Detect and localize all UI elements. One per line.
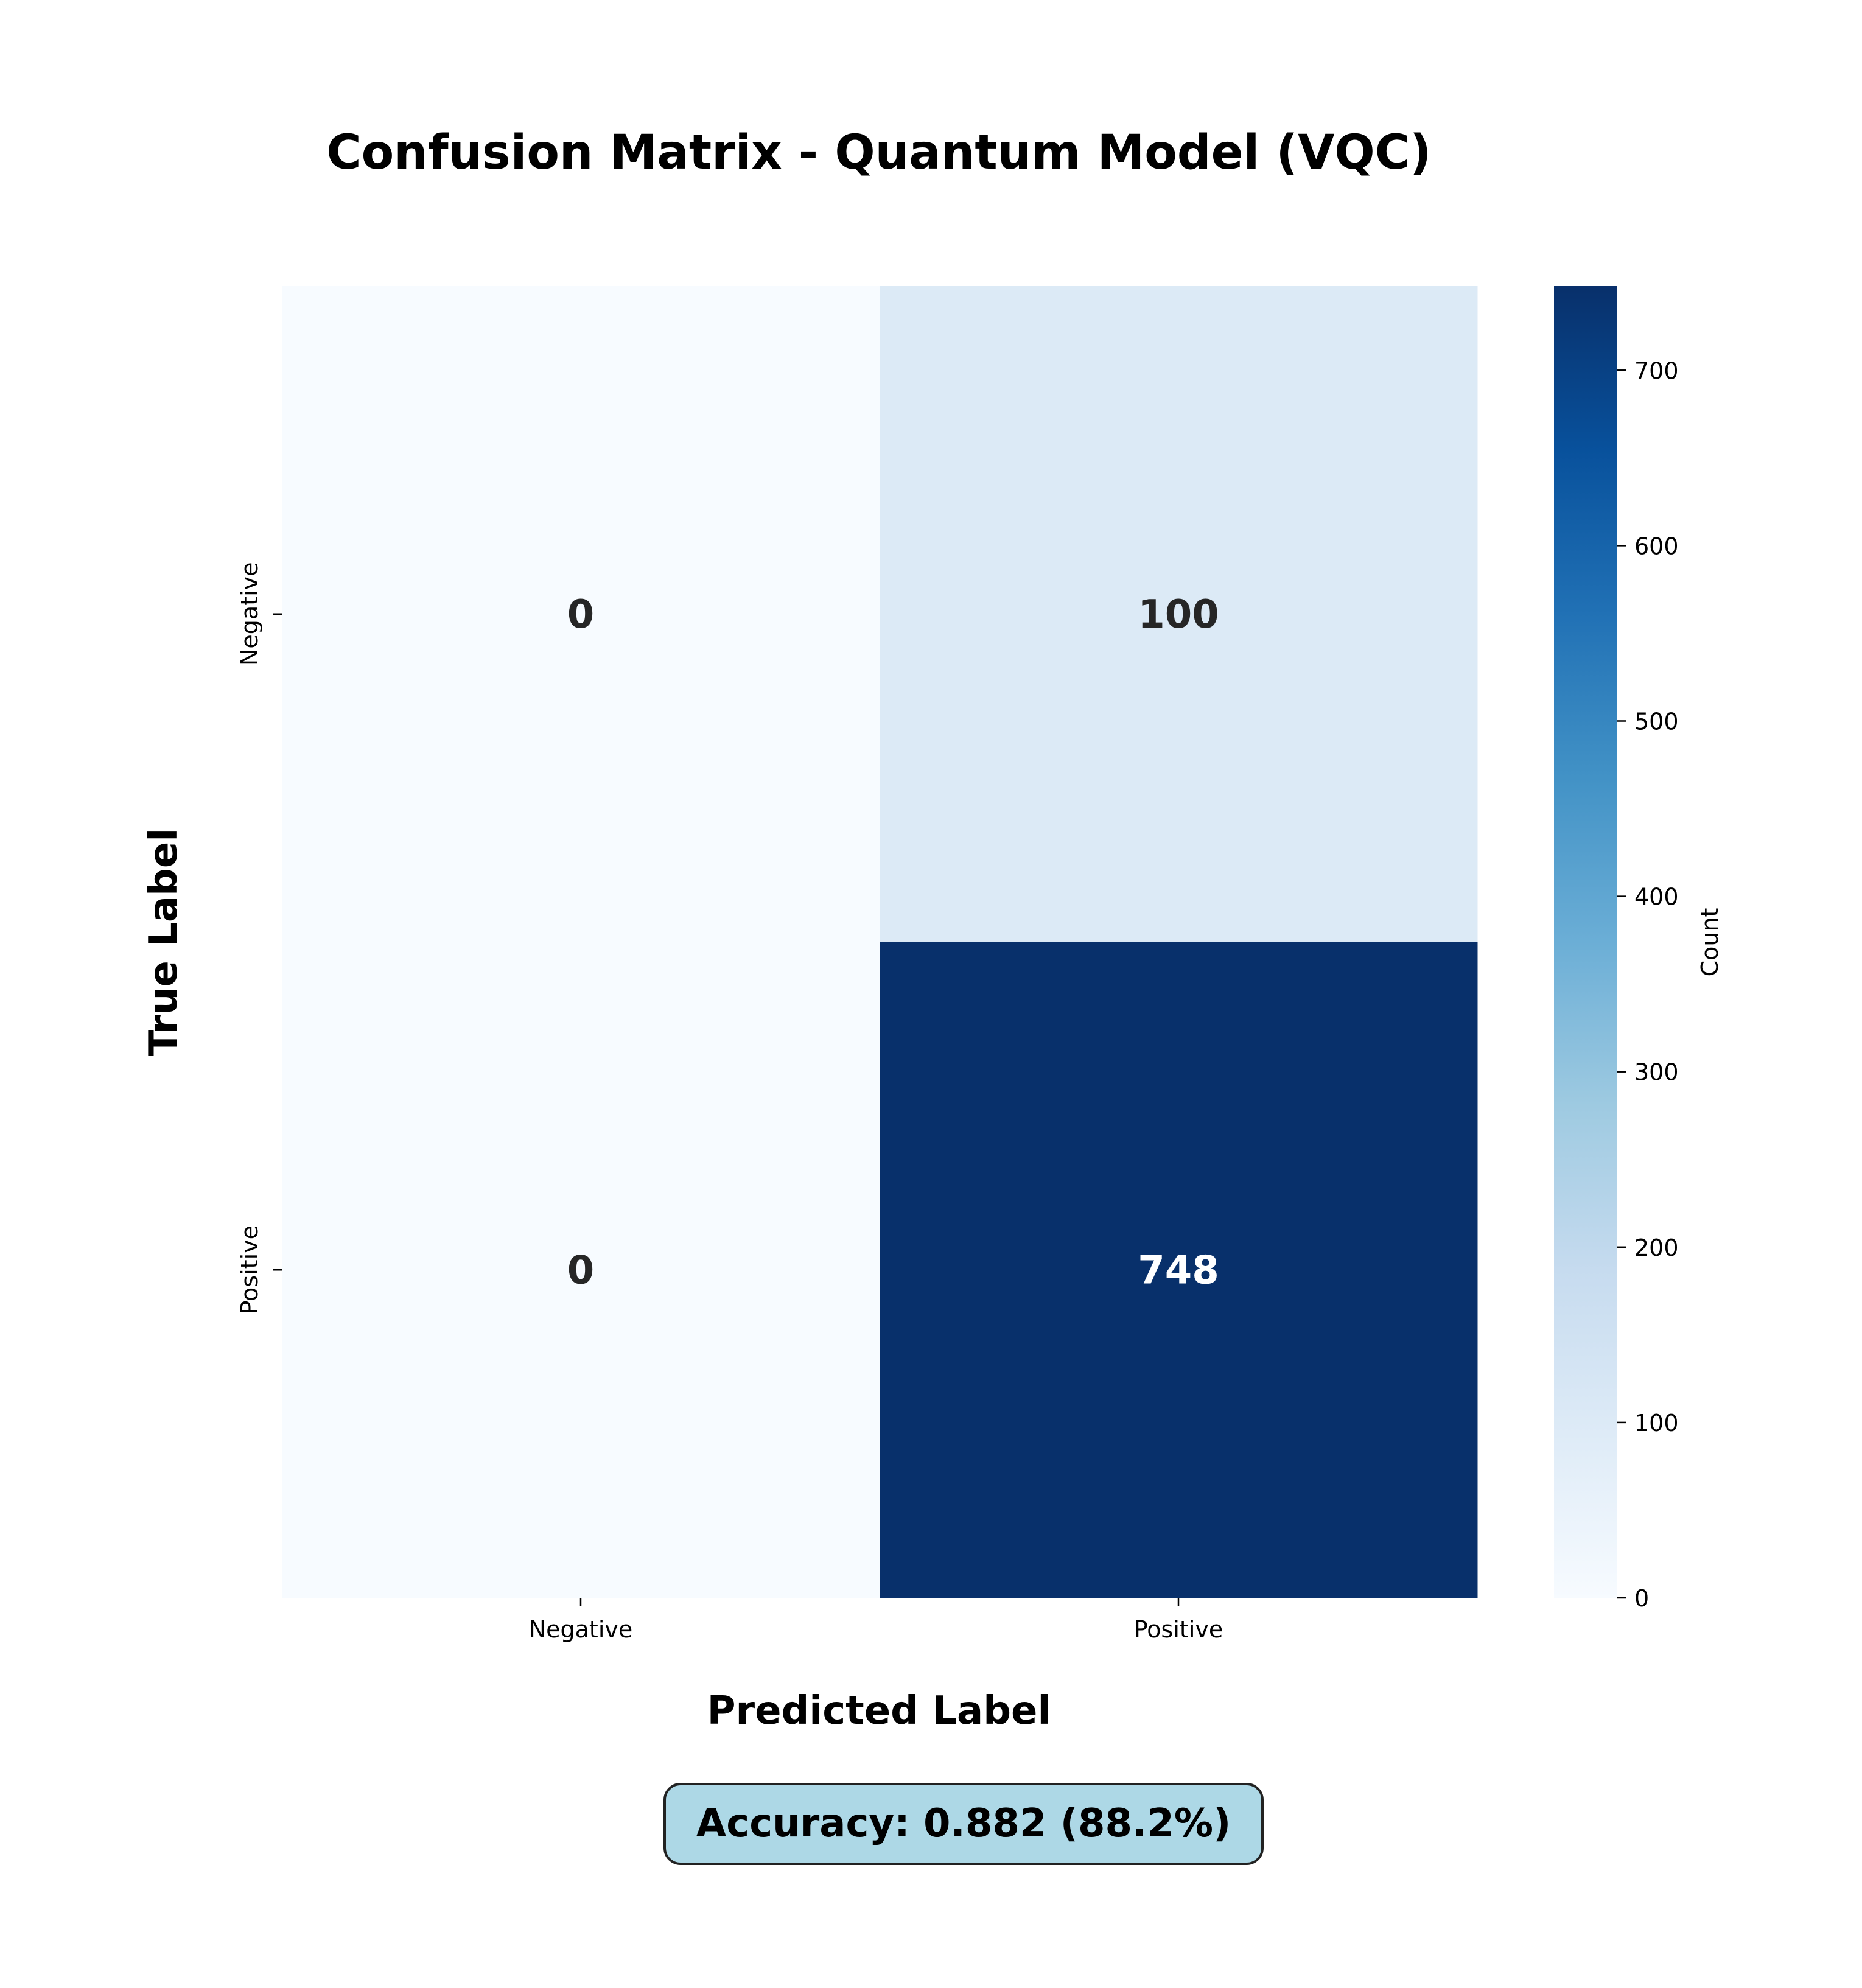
- heatmap-cell-labels: 0 100 0 748: [567, 592, 1219, 1293]
- colorbar-tick-label: 700: [1634, 357, 1679, 384]
- colorbar-ticks: 0 100 200 300 400 500 600 700: [1617, 357, 1679, 1612]
- colorbar-tick-label: 0: [1634, 1585, 1649, 1612]
- x-tick-label: Negative: [529, 1616, 633, 1643]
- y-axis-label: True Label: [141, 828, 186, 1057]
- accuracy-box: [663, 1783, 1264, 1865]
- heatmap-cell-value: 0: [567, 1248, 595, 1293]
- heatmap-cell-value: 100: [1138, 592, 1219, 637]
- x-axis-ticks: Negative Positive: [529, 1598, 1223, 1643]
- heatmap-cell: [282, 286, 880, 942]
- colorbar-tick-label: 100: [1634, 1410, 1679, 1437]
- x-axis-label: Predicted Label: [707, 1689, 1051, 1734]
- chart-title: Confusion Matrix - Quantum Model (VQC): [326, 125, 1431, 180]
- accuracy-annotation: Accuracy: 0.882 (88.2%): [663, 1783, 1264, 1865]
- heatmap-cell-value: 0: [567, 592, 595, 637]
- heatmap-cells: [282, 286, 1478, 1598]
- colorbar-label: Count: [1696, 908, 1723, 977]
- y-tick-label: Positive: [236, 1225, 263, 1315]
- y-tick-label: Negative: [236, 562, 263, 666]
- heatmap-cell: [282, 942, 880, 1598]
- colorbar-tick-label: 300: [1634, 1059, 1679, 1086]
- colorbar-tick-label: 400: [1634, 884, 1679, 911]
- colorbar-tick-label: 500: [1634, 708, 1679, 735]
- colorbar-tick-label: 600: [1634, 533, 1679, 559]
- colorbar-tick-label: 200: [1634, 1234, 1679, 1261]
- accuracy-text: Accuracy: 0.882 (88.2%): [696, 1801, 1231, 1846]
- heatmap-cell: [880, 942, 1478, 1598]
- y-axis-ticks: Negative Positive: [236, 562, 282, 1315]
- colorbar: [1554, 286, 1617, 1598]
- heatmap-cell-value: 748: [1138, 1248, 1219, 1293]
- heatmap-cell: [880, 286, 1478, 942]
- x-tick-label: Positive: [1134, 1616, 1223, 1643]
